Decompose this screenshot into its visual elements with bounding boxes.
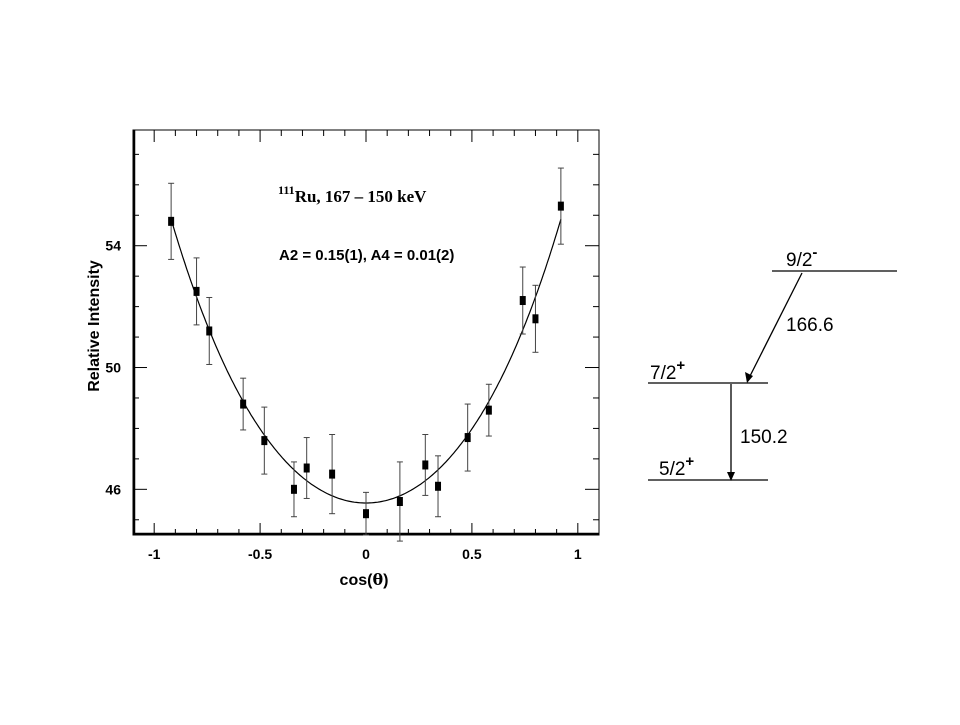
- y-tick-label: 54: [105, 238, 121, 254]
- data-point: [532, 314, 539, 324]
- transition-energy-150: 150.2: [740, 427, 788, 448]
- data-point: [435, 481, 442, 491]
- coefficient-annotation: A2 = 0.15(1), A4 = 0.01(2): [279, 247, 454, 264]
- data-point: [168, 216, 175, 226]
- x-tick-label: -1: [148, 546, 161, 562]
- data-point: [557, 201, 564, 211]
- chart-title: 111Ru, 167 – 150 keV: [278, 183, 427, 206]
- x-tick-label: 1: [574, 546, 582, 562]
- y-tick-label: 50: [105, 360, 121, 376]
- x-ticks: -1 -0.5 0 0.5 1: [132, 130, 600, 562]
- y-tick-label: 46: [105, 481, 121, 497]
- level-label-7-2: 7/2+: [650, 357, 685, 384]
- transition-energy-166: 166.6: [786, 315, 834, 336]
- level-label-9-2: 9/2-: [786, 244, 817, 271]
- data-point: [363, 509, 369, 519]
- x-tick-label: 0.5: [462, 546, 482, 562]
- transition-arrow-166: [748, 272, 803, 379]
- data-point: [422, 460, 429, 470]
- data-point: [261, 436, 268, 446]
- transition-arrowhead-150: [727, 472, 735, 481]
- x-tick-label: 0: [362, 546, 370, 562]
- x-tick-label: -0.5: [248, 546, 272, 562]
- data-point: [519, 296, 526, 306]
- x-axis-label: cos(θ): [340, 570, 389, 589]
- y-ticks: 46 50 54: [105, 153, 599, 521]
- data-point: [329, 469, 336, 479]
- data-points: [168, 167, 564, 542]
- title-main: Ru, 167 – 150 keV: [295, 187, 427, 206]
- level-label-5-2: 5/2+: [659, 453, 694, 480]
- data-point: [485, 405, 492, 415]
- level-scheme: 9/2- 7/2+ 5/2+ 166.6 150.2: [648, 244, 897, 481]
- title-mass-number: 111: [278, 183, 295, 197]
- data-point: [396, 497, 403, 507]
- data-point: [303, 463, 310, 473]
- data-point: [464, 433, 471, 443]
- data-point: [240, 399, 247, 409]
- transition-arrowhead-166: [745, 372, 753, 383]
- y-axis-label: Relative Intensity: [86, 260, 103, 392]
- data-point: [290, 484, 297, 494]
- data-point: [206, 326, 213, 336]
- data-point: [193, 286, 200, 296]
